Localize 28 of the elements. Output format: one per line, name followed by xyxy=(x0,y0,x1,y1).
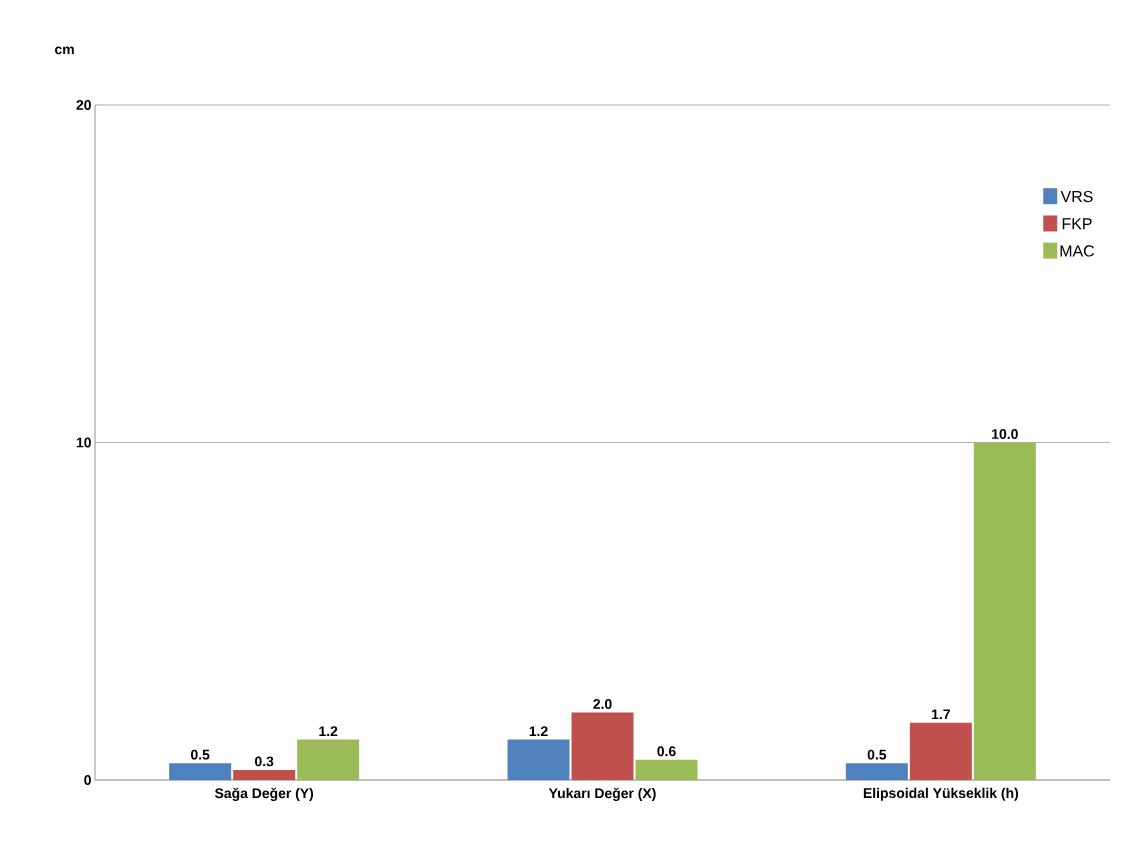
x-tick-label: Elipsoidal Yükseklik (h) xyxy=(863,787,1019,801)
bar xyxy=(297,739,360,780)
data-label: 0.6 xyxy=(657,746,676,757)
y-axis-title: cm xyxy=(55,46,74,55)
y-tick-label: 0 xyxy=(84,775,91,785)
x-tick-label: Sağa Değer (Y) xyxy=(214,787,314,801)
bar xyxy=(973,442,1036,780)
legend-label: VRS xyxy=(1060,190,1093,203)
x-tick-label: Yukarı Değer (X) xyxy=(548,787,656,801)
data-label: 10.0 xyxy=(992,429,1018,439)
bar xyxy=(635,759,698,780)
data-label: 0.5 xyxy=(867,749,887,760)
y-tick-label: 10 xyxy=(76,437,91,448)
data-label: 1.7 xyxy=(932,709,950,720)
bar xyxy=(507,739,570,780)
bar xyxy=(233,769,296,780)
y-tick-label: 20 xyxy=(76,100,91,110)
legend-label: FKP xyxy=(1062,218,1092,230)
data-label: 0.5 xyxy=(191,749,210,760)
bar xyxy=(571,712,634,780)
data-label: 0.3 xyxy=(255,756,274,767)
data-label: 1.2 xyxy=(529,726,548,736)
data-label: 2.0 xyxy=(593,699,612,709)
legend-label: MAC xyxy=(1060,245,1095,257)
data-label: 1.2 xyxy=(319,726,338,736)
bar xyxy=(169,763,232,780)
bar xyxy=(845,763,908,780)
bar xyxy=(909,722,972,780)
